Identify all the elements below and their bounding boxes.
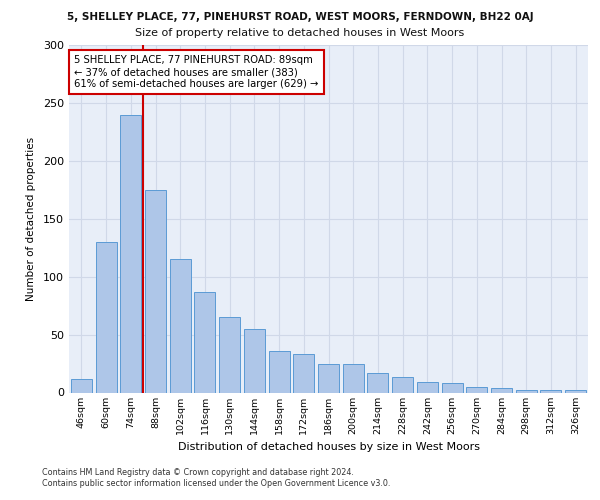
- Bar: [120, 114, 141, 392]
- Bar: [417, 382, 438, 392]
- Text: 5 SHELLEY PLACE, 77 PINEHURST ROAD: 89sqm
← 37% of detached houses are smaller (: 5 SHELLEY PLACE, 77 PINEHURST ROAD: 89sq…: [74, 56, 319, 88]
- Bar: [269, 351, 290, 393]
- Bar: [194, 292, 215, 392]
- Bar: [491, 388, 512, 392]
- Bar: [565, 390, 586, 392]
- Bar: [442, 383, 463, 392]
- X-axis label: Distribution of detached houses by size in West Moors: Distribution of detached houses by size …: [178, 442, 479, 452]
- Bar: [318, 364, 339, 392]
- Bar: [541, 390, 562, 392]
- Bar: [466, 386, 487, 392]
- Bar: [71, 378, 92, 392]
- Bar: [145, 190, 166, 392]
- Text: 5, SHELLEY PLACE, 77, PINEHURST ROAD, WEST MOORS, FERNDOWN, BH22 0AJ: 5, SHELLEY PLACE, 77, PINEHURST ROAD, WE…: [67, 12, 533, 22]
- Text: Size of property relative to detached houses in West Moors: Size of property relative to detached ho…: [136, 28, 464, 38]
- Bar: [293, 354, 314, 393]
- Bar: [343, 364, 364, 392]
- Y-axis label: Number of detached properties: Number of detached properties: [26, 136, 36, 301]
- Text: Contains HM Land Registry data © Crown copyright and database right 2024.
Contai: Contains HM Land Registry data © Crown c…: [42, 468, 391, 487]
- Bar: [392, 378, 413, 392]
- Bar: [367, 373, 388, 392]
- Bar: [95, 242, 116, 392]
- Bar: [219, 317, 240, 392]
- Bar: [170, 260, 191, 392]
- Bar: [516, 390, 537, 392]
- Bar: [244, 329, 265, 392]
